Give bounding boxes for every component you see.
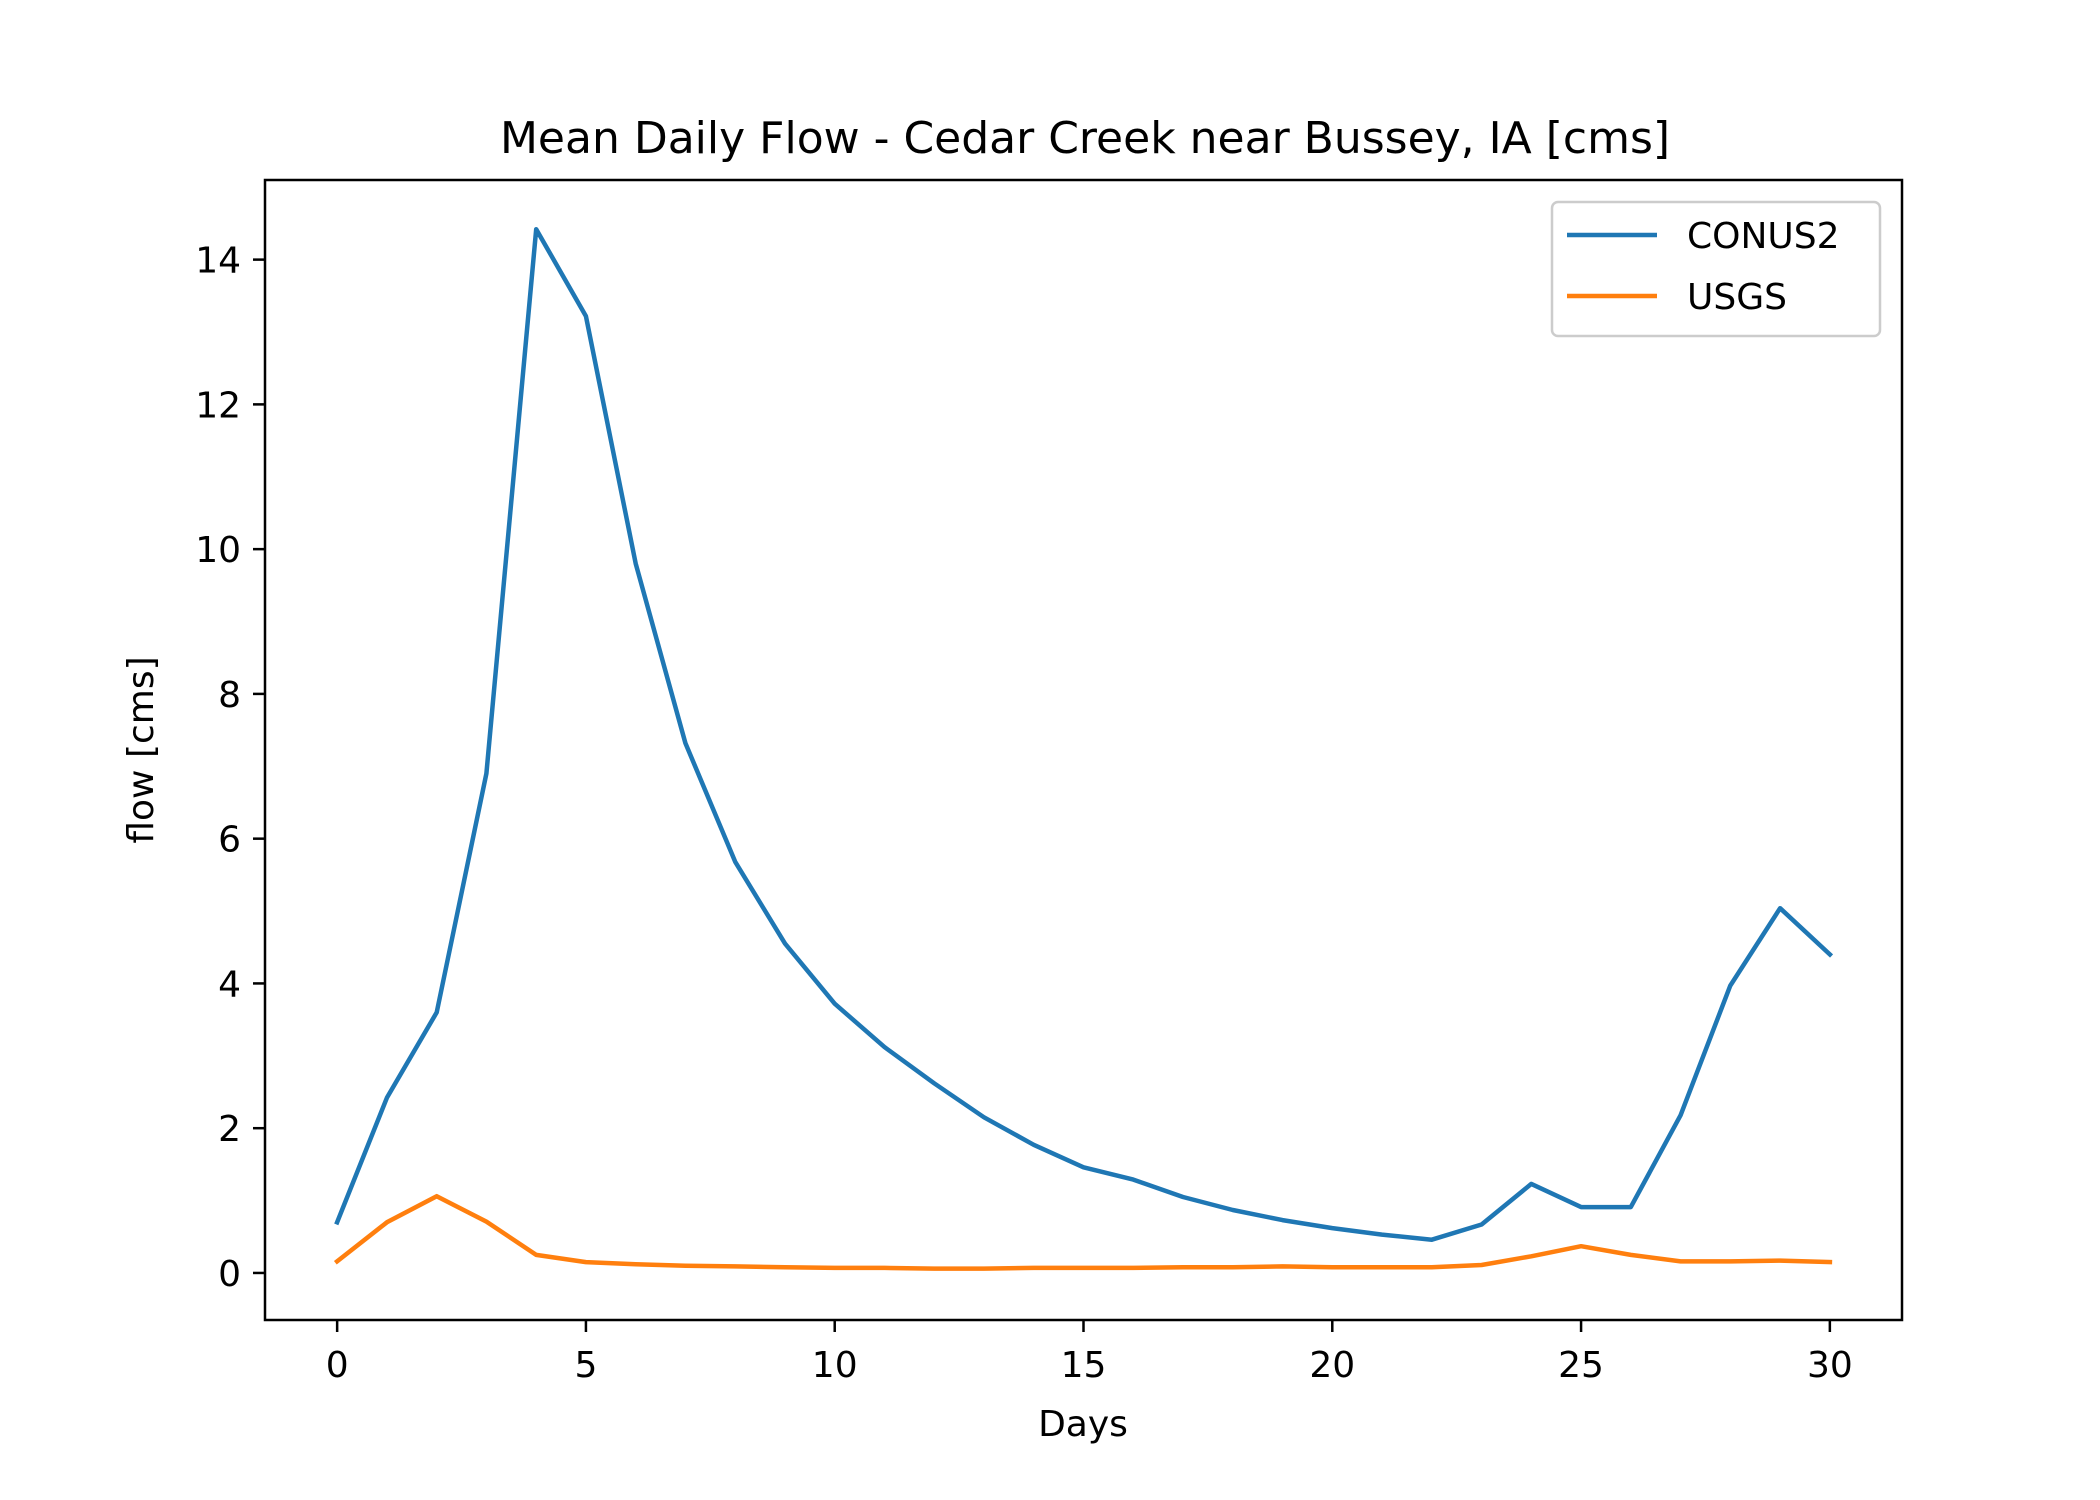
x-tick-label: 5 — [574, 1345, 597, 1386]
y-tick-label: 12 — [195, 385, 241, 426]
series-line-usgs — [333, 1193, 1833, 1271]
legend-label-usgs: USGS — [1687, 277, 1787, 318]
y-tick-label: 2 — [218, 1109, 241, 1150]
series-line-conus2 — [334, 226, 1834, 1242]
x-tick-label: 10 — [812, 1345, 858, 1386]
y-tick-label: 10 — [195, 530, 241, 571]
y-tick-label: 8 — [218, 675, 241, 716]
y-axis: 0 2 4 6 8 10 12 14 — [195, 241, 265, 1295]
x-axis: 0 5 10 15 20 25 30 — [326, 1320, 1853, 1386]
x-tick-label: 20 — [1309, 1345, 1355, 1386]
series-lines — [333, 226, 1834, 1271]
legend-label-conus2: CONUS2 — [1687, 216, 1840, 257]
y-axis-label: flow [cms] — [121, 656, 162, 843]
y-tick-label: 0 — [218, 1254, 241, 1295]
x-tick-label: 15 — [1061, 1345, 1107, 1386]
legend: CONUS2 USGS — [1550, 200, 1882, 338]
x-tick-label: 0 — [326, 1345, 349, 1386]
y-tick-label: 6 — [218, 820, 241, 861]
chart-title: Mean Daily Flow - Cedar Creek near Busse… — [500, 113, 1670, 164]
x-axis-label: Days — [1038, 1404, 1128, 1445]
y-tick-label: 14 — [195, 241, 241, 282]
x-tick-label: 30 — [1807, 1345, 1853, 1386]
y-tick-label: 4 — [218, 964, 241, 1005]
x-tick-label: 25 — [1558, 1345, 1604, 1386]
